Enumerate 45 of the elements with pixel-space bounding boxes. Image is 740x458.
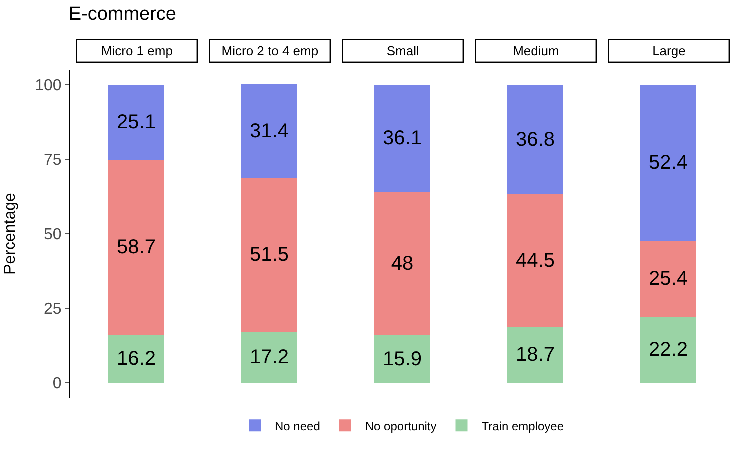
bar [374,192,430,336]
bar [242,84,298,178]
bar [508,84,564,195]
data-label: 58.7 [117,236,156,258]
data-label: 15.9 [383,348,422,370]
x-tick-label: Micro 1 emp [101,44,173,59]
data-label: 48 [391,253,414,276]
bar [374,84,430,193]
data-label: 31.4 [250,120,289,142]
legend-label: No oportunity [365,419,437,434]
bar [374,336,430,384]
bar [508,194,564,328]
data-label: 44.5 [516,250,555,272]
y-tick-label: 100 [35,78,62,95]
data-label: 36.8 [516,128,555,151]
data-label: 25.1 [117,111,156,134]
bar [508,327,564,384]
legend-label: No need [275,419,320,434]
y-tick-label: 25 [44,301,62,318]
bar [242,332,298,384]
x-tick-label: Large [652,44,686,59]
y-tick-label: 0 [52,376,62,393]
x-tick-label: Small [386,44,420,59]
y-tick-label: 50 [44,226,62,244]
legend-label: Train employee [482,419,564,434]
data-label: 25.4 [649,268,688,290]
data-label: 16.2 [117,348,156,370]
bar [108,334,164,384]
bar [640,84,696,242]
data-label: 36.1 [383,128,422,150]
x-tick-label: Medium [513,44,560,59]
data-label: 18.7 [516,344,555,366]
bar [640,241,696,317]
bar [108,160,164,335]
chart-title: E-commerce [68,4,177,26]
y-axis-title: Percentage [2,192,19,275]
bar [640,316,696,384]
bar [242,178,298,332]
y-tick-label: 75 [44,152,62,170]
x-tick-label: Micro 2 to 4 emp [222,44,319,59]
data-label: 52.4 [649,152,688,174]
data-label: 51.5 [250,244,289,266]
bar [108,84,164,160]
data-label: 17.2 [250,346,289,368]
data-label: 22.2 [649,338,688,361]
